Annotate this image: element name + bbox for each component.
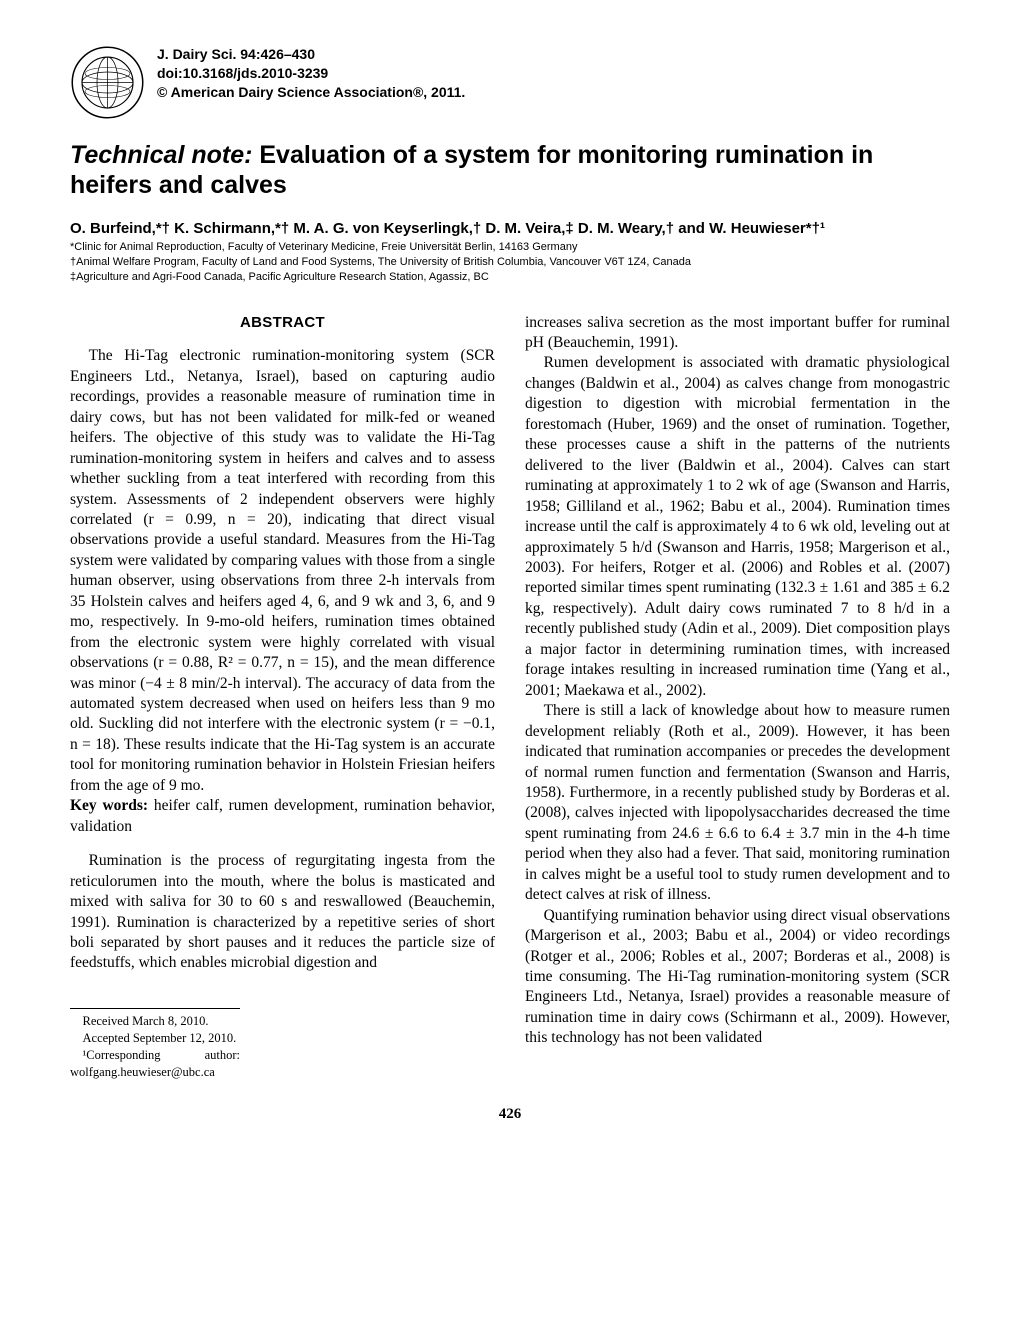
affiliation-line: ‡Agriculture and Agri-Food Canada, Pacif… [70,270,950,285]
affiliation-line: *Clinic for Animal Reproduction, Faculty… [70,240,950,255]
article-title: Technical note: Evaluation of a system f… [70,140,950,200]
affiliation-line: †Animal Welfare Program, Faculty of Land… [70,255,950,270]
header-block: J. Dairy Sci. 94:426–430 doi:10.3168/jds… [70,45,950,120]
keywords: Key words: heifer calf, rumen developmen… [70,796,495,837]
abstract-text: The Hi-Tag electronic rumination-monitor… [70,346,495,796]
corresponding-author: ¹Corresponding author: wolfgang.heuwiese… [70,1047,240,1081]
keywords-label: Key words: [70,797,148,814]
authors: O. Burfeind,*† K. Schirmann,*† M. A. G. … [70,220,950,237]
left-column: ABSTRACT The Hi-Tag electronic ruminatio… [70,313,495,1081]
journal-citation: J. Dairy Sci. 94:426–430 [157,45,465,64]
footnotes: Received March 8, 2010. Accepted Septemb… [70,1008,240,1081]
page-number: 426 [70,1106,950,1123]
page: J. Dairy Sci. 94:426–430 doi:10.3168/jds… [0,0,1020,1163]
body-paragraph: Quantifying rumination behavior using di… [525,906,950,1049]
doi: doi:10.3168/jds.2010-3239 [157,64,465,83]
journal-logo [70,45,145,120]
body-paragraph: There is still a lack of knowledge about… [525,701,950,906]
abstract-heading: ABSTRACT [70,313,495,333]
two-column-body: ABSTRACT The Hi-Tag electronic ruminatio… [70,313,950,1081]
header-meta: J. Dairy Sci. 94:426–430 doi:10.3168/jds… [157,45,465,102]
received-date: Received March 8, 2010. [70,1013,240,1030]
body-paragraph: Rumen development is associated with dra… [525,353,950,701]
title-prefix: Technical note: [70,141,252,169]
right-column: increases saliva secretion as the most i… [525,313,950,1081]
accepted-date: Accepted September 12, 2010. [70,1030,240,1047]
copyright: © American Dairy Science Association®, 2… [157,83,465,102]
affiliations: *Clinic for Animal Reproduction, Faculty… [70,240,950,285]
body-paragraph: Rumination is the process of regurgitati… [70,851,495,974]
globe-logo-icon [70,45,145,120]
body-paragraph: increases saliva secretion as the most i… [525,313,950,354]
